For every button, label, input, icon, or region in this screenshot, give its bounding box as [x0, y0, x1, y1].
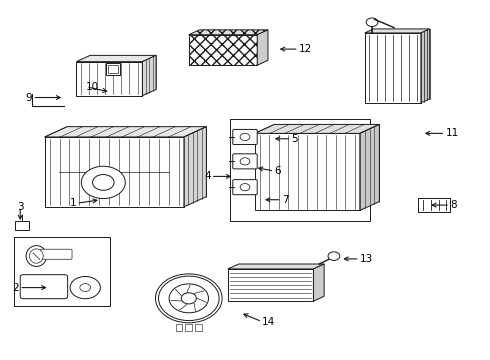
Polygon shape: [365, 33, 421, 103]
Polygon shape: [421, 29, 430, 103]
FancyBboxPatch shape: [40, 249, 72, 259]
Bar: [418, 198, 450, 212]
Polygon shape: [184, 127, 206, 207]
Ellipse shape: [29, 249, 43, 263]
Text: 4: 4: [204, 171, 211, 181]
FancyBboxPatch shape: [233, 130, 257, 144]
Ellipse shape: [26, 246, 47, 266]
Text: 1: 1: [70, 198, 76, 208]
Bar: [175, 324, 182, 330]
FancyBboxPatch shape: [233, 180, 257, 195]
Bar: [15, 221, 29, 230]
Circle shape: [328, 252, 340, 260]
Circle shape: [169, 284, 209, 313]
Circle shape: [240, 158, 250, 165]
Polygon shape: [45, 127, 206, 137]
Polygon shape: [228, 264, 324, 269]
Polygon shape: [257, 30, 268, 65]
Polygon shape: [189, 30, 268, 35]
Text: 14: 14: [262, 317, 275, 327]
Polygon shape: [106, 63, 121, 75]
Polygon shape: [365, 29, 430, 33]
Bar: [230, 119, 369, 221]
Polygon shape: [189, 35, 257, 65]
Ellipse shape: [80, 284, 91, 292]
Text: 13: 13: [360, 254, 373, 264]
Polygon shape: [255, 125, 379, 134]
Text: 5: 5: [292, 134, 298, 144]
Polygon shape: [76, 62, 143, 96]
Circle shape: [181, 293, 196, 304]
Polygon shape: [360, 125, 379, 211]
Circle shape: [366, 18, 378, 27]
Text: 9: 9: [26, 93, 32, 103]
Text: 8: 8: [450, 200, 457, 210]
Polygon shape: [45, 137, 184, 207]
Ellipse shape: [70, 276, 100, 299]
Bar: [185, 324, 192, 330]
Bar: [195, 324, 202, 330]
Text: 10: 10: [86, 82, 99, 92]
Text: 11: 11: [445, 129, 459, 138]
Polygon shape: [143, 55, 156, 96]
Polygon shape: [314, 264, 324, 301]
Polygon shape: [76, 55, 156, 62]
Polygon shape: [228, 269, 314, 301]
Polygon shape: [108, 65, 118, 73]
Text: 2: 2: [13, 283, 19, 293]
Polygon shape: [255, 134, 360, 211]
Circle shape: [240, 134, 250, 140]
Text: 3: 3: [17, 202, 24, 212]
Text: 6: 6: [274, 166, 281, 176]
Circle shape: [240, 184, 250, 191]
Bar: [14, 237, 110, 306]
Text: 12: 12: [299, 44, 312, 54]
FancyBboxPatch shape: [233, 154, 257, 169]
Circle shape: [81, 166, 125, 199]
Circle shape: [159, 276, 219, 320]
Circle shape: [93, 175, 114, 190]
Text: 7: 7: [282, 195, 288, 205]
FancyBboxPatch shape: [20, 275, 68, 299]
